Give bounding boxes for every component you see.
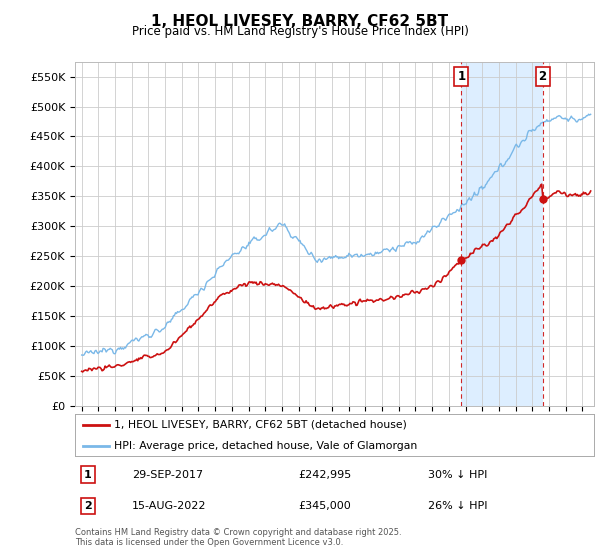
Text: £242,995: £242,995 — [298, 470, 352, 480]
Text: 26% ↓ HPI: 26% ↓ HPI — [428, 501, 487, 511]
Text: 1: 1 — [84, 470, 92, 480]
Text: HPI: Average price, detached house, Vale of Glamorgan: HPI: Average price, detached house, Vale… — [114, 441, 417, 451]
Text: 1, HEOL LIVESEY, BARRY, CF62 5BT: 1, HEOL LIVESEY, BARRY, CF62 5BT — [151, 14, 449, 29]
Text: 30% ↓ HPI: 30% ↓ HPI — [428, 470, 487, 480]
Text: Contains HM Land Registry data © Crown copyright and database right 2025.
This d: Contains HM Land Registry data © Crown c… — [75, 528, 401, 547]
Text: 1, HEOL LIVESEY, BARRY, CF62 5BT (detached house): 1, HEOL LIVESEY, BARRY, CF62 5BT (detach… — [114, 420, 407, 430]
Text: £345,000: £345,000 — [298, 501, 351, 511]
Text: 2: 2 — [84, 501, 92, 511]
Text: Price paid vs. HM Land Registry's House Price Index (HPI): Price paid vs. HM Land Registry's House … — [131, 25, 469, 38]
Text: 15-AUG-2022: 15-AUG-2022 — [132, 501, 206, 511]
Bar — [461, 62, 542, 406]
Text: 2: 2 — [539, 70, 547, 83]
Text: 29-SEP-2017: 29-SEP-2017 — [132, 470, 203, 480]
Text: 1: 1 — [457, 70, 466, 83]
